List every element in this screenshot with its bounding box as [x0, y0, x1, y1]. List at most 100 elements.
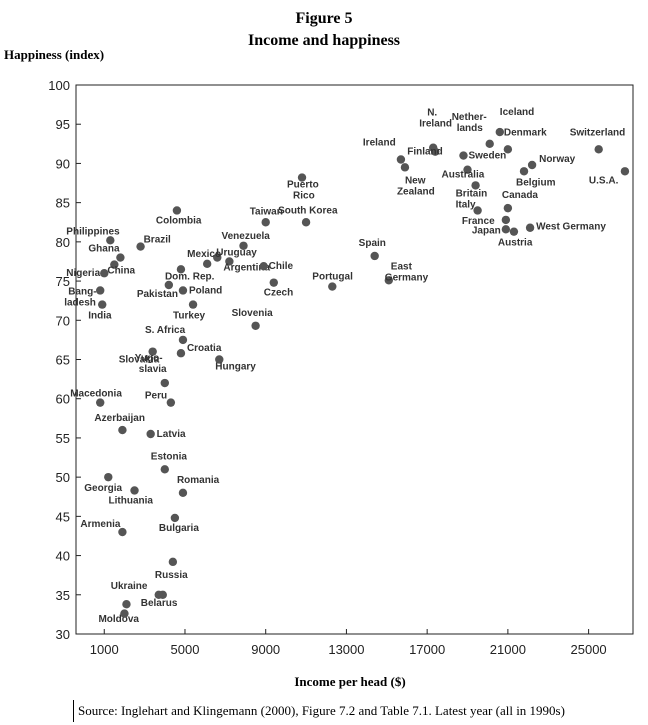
data-point: [176, 265, 186, 274]
data-point: [96, 286, 105, 295]
point-label: France: [462, 216, 495, 227]
data-point: [100, 269, 109, 278]
data-point: [168, 557, 178, 567]
point-label: Moldova: [98, 614, 139, 625]
point-label: Armenia: [80, 519, 120, 530]
data-point: [118, 527, 127, 537]
point-label: South Korea: [278, 205, 338, 216]
data-point: [176, 349, 186, 358]
point-label: Sweden: [468, 151, 506, 162]
data-point: [215, 355, 224, 364]
point-label: Ukraine: [111, 581, 148, 592]
data-point: [384, 276, 394, 285]
data-point: [164, 280, 174, 290]
point-label: China: [107, 266, 135, 277]
x-axis-ticks: 1000 5000 9000 13000 17000 21000 25000: [90, 629, 607, 657]
data-point: [525, 223, 535, 232]
data-point: [269, 278, 278, 287]
point-label: Brazil: [144, 235, 171, 246]
point-label: India: [88, 311, 112, 322]
point-label: N. Ireland: [419, 108, 452, 130]
data-point: [370, 251, 379, 261]
data-point: [154, 590, 163, 599]
data-point: [160, 465, 169, 474]
point-label: Bulgaria: [159, 523, 199, 534]
point-label: Azerbaijan: [94, 413, 145, 424]
data-point: [509, 227, 519, 236]
y-tick-label: 40: [56, 549, 70, 564]
data-point: [202, 259, 212, 269]
data-point: [225, 257, 234, 266]
point-label: Slovenia: [232, 308, 274, 319]
point-label: Taiwan: [250, 206, 283, 217]
point-label: S. Africa: [145, 325, 186, 336]
data-point: [120, 609, 129, 618]
x-tick-label: 25000: [571, 642, 607, 657]
data-point: [178, 488, 188, 498]
data-point: [503, 145, 513, 154]
point-label: Macedonia: [70, 389, 122, 400]
y-tick-label: 55: [56, 431, 70, 446]
point-label: Japan: [472, 225, 501, 236]
data-point: [251, 321, 260, 330]
data-point: [122, 599, 131, 609]
y-tick-label: 70: [56, 313, 70, 328]
point-label: Norway: [539, 154, 576, 165]
data-point: [485, 139, 494, 149]
data-point: [594, 145, 603, 154]
point-label: Chile: [269, 261, 294, 272]
y-tick-label: 50: [56, 470, 70, 485]
point-label: East Germany: [385, 261, 429, 283]
x-tick-label: 13000: [328, 642, 364, 657]
point-label: Dom. Rep.: [165, 271, 215, 282]
x-axis-label: Income per head ($): [294, 674, 406, 689]
data-point: [146, 429, 155, 439]
point-label: Estonia: [151, 451, 188, 462]
data-point: [116, 253, 125, 262]
data-point: [501, 215, 511, 225]
point-label: Iceland: [500, 107, 534, 118]
data-point: [463, 165, 472, 174]
data-point: [130, 486, 139, 495]
point-label: Georgia: [84, 483, 122, 494]
y-tick-label: 90: [56, 156, 70, 171]
data-point: [106, 236, 115, 245]
x-tick-label: 5000: [171, 642, 200, 657]
x-tick-label: 17000: [409, 642, 445, 657]
point-label: Czech: [264, 288, 293, 299]
point-label: U.S.A.: [589, 175, 619, 186]
data-point: [170, 513, 180, 523]
point-label: Lithuania: [109, 495, 154, 506]
data-point: [297, 173, 307, 182]
data-point: [459, 151, 468, 160]
data-point: [178, 335, 188, 345]
point-label: Portugal: [312, 272, 353, 283]
x-tick-label: 21000: [490, 642, 526, 657]
point-label: Britain: [456, 188, 488, 199]
point-label: Nether-lands: [452, 112, 487, 134]
point-label: Ghana: [88, 244, 120, 255]
data-point: [431, 147, 440, 156]
point-label: Austria: [498, 238, 533, 249]
data-point: [527, 160, 537, 170]
data-point: [148, 347, 157, 356]
y-axis-ticks: 30 35 40 45 50 55 60 65 70 75 80 85 90 95 100: [48, 78, 81, 642]
data-point: [213, 253, 222, 262]
point-label: Turkey: [173, 311, 205, 322]
figure-number: Figure 5: [295, 10, 353, 27]
data-point: [519, 167, 529, 176]
y-tick-label: 80: [56, 235, 70, 250]
data-point: [178, 286, 188, 295]
point-label: Venezuela: [222, 231, 271, 242]
data-point: [136, 242, 145, 251]
chart-title: Income and happiness: [247, 32, 401, 49]
data-point: [328, 282, 337, 291]
y-tick-label: 45: [56, 509, 70, 524]
point-label: Hungary: [215, 362, 256, 373]
data-point: [259, 261, 268, 271]
source-note: Source: Inglehart and Klingemann (2000),…: [73, 700, 565, 722]
point-label: Bang-ladesh: [64, 286, 96, 308]
point-label: West Germany: [536, 222, 606, 233]
point-label: Peru: [145, 391, 167, 402]
